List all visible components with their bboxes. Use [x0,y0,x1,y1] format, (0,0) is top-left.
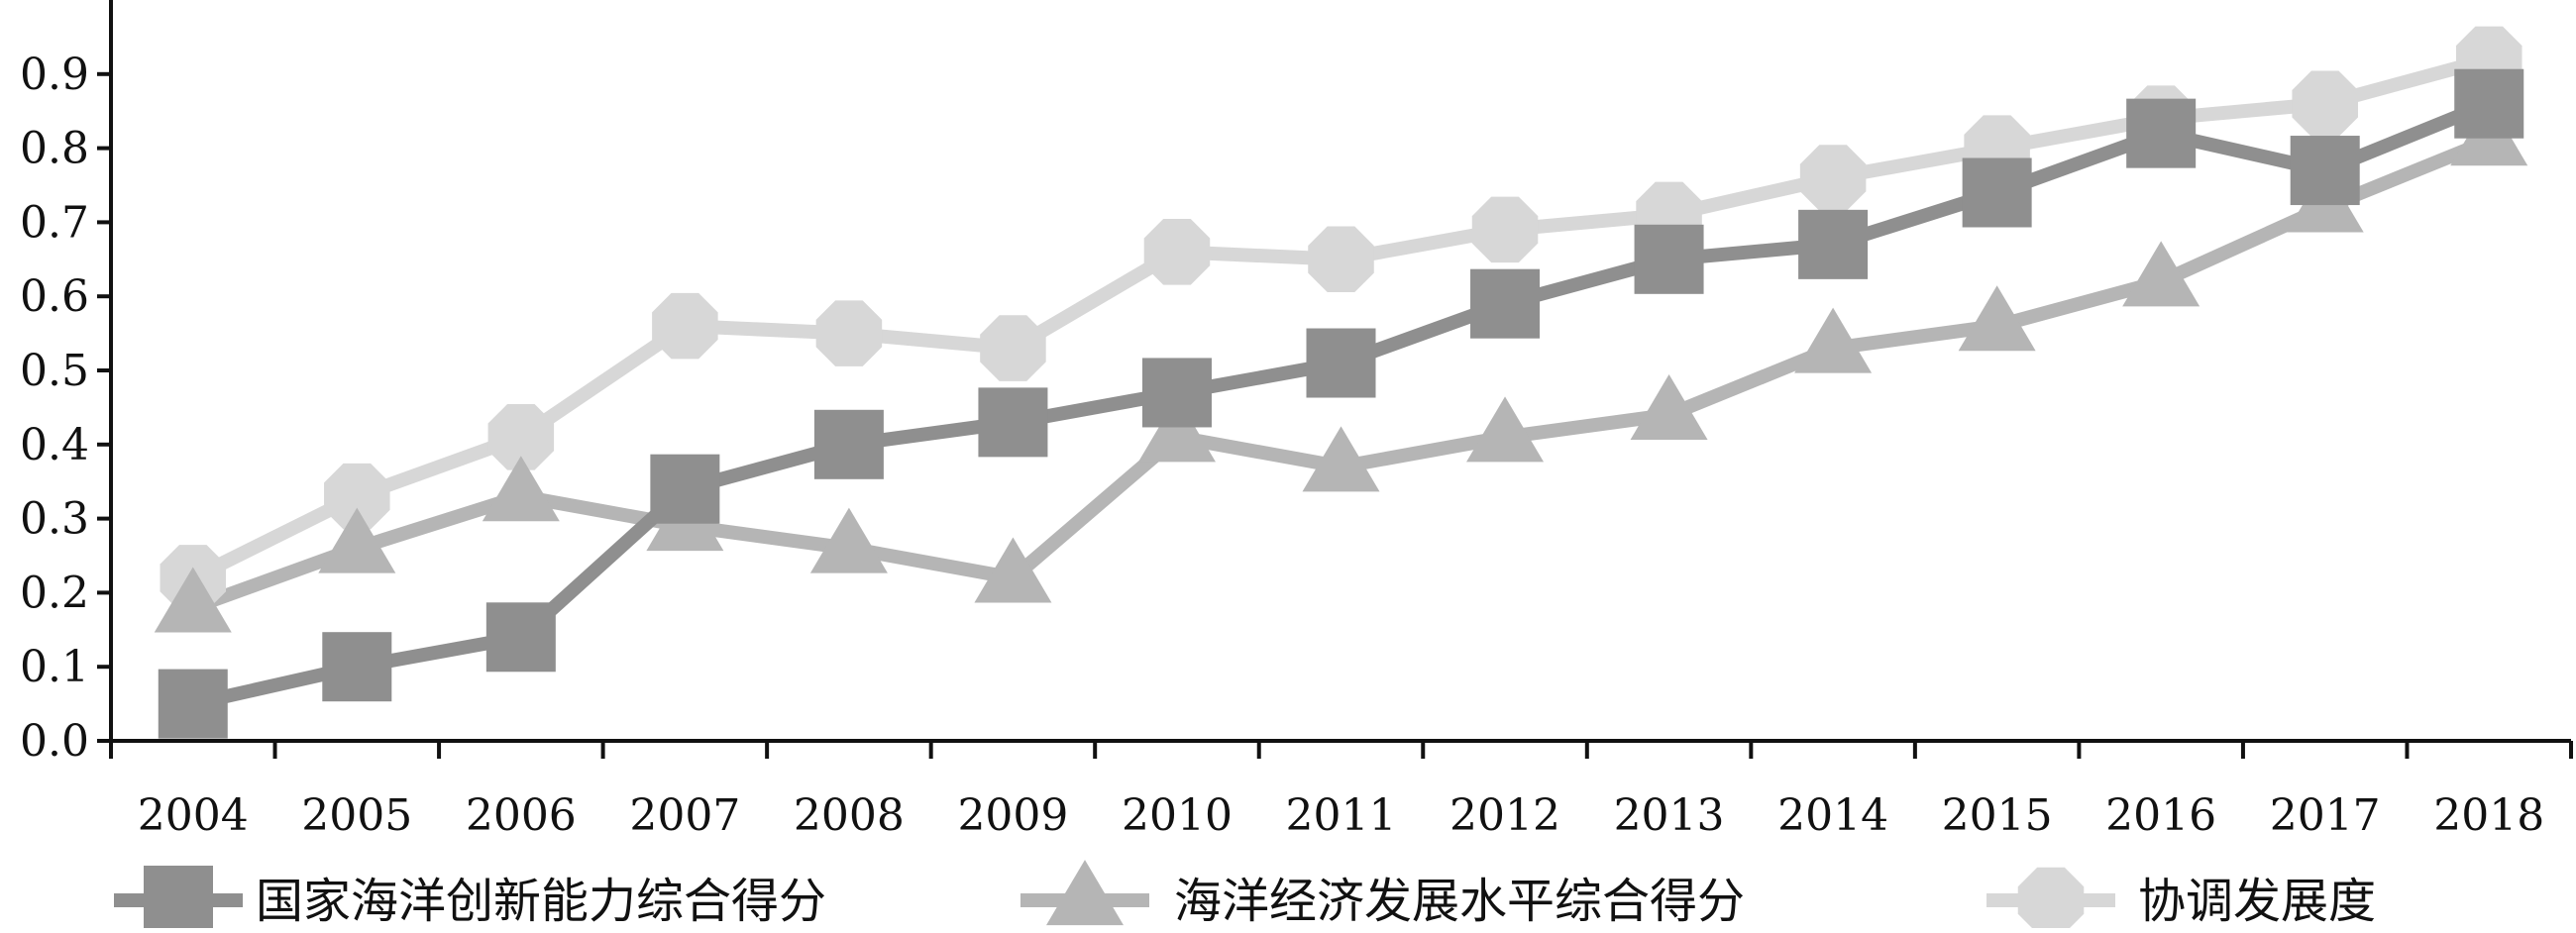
data-point-triangle [809,507,888,573]
data-point-square [978,387,1048,458]
data-point-triangle [1137,396,1216,463]
legend-marker-square [144,866,213,933]
legend-item: 国家海洋创新能力综合得分 [114,866,826,933]
x-tick-label: 2016 [2105,790,2216,841]
legend-marker-circle [2017,867,2085,933]
x-tick-label: 2010 [1122,790,1233,841]
x-tick-label: 2008 [794,790,905,841]
data-point-circle [2292,70,2358,137]
legend-label: 海洋经济发展水平综合得分 [1174,874,1745,928]
data-point-triangle [974,537,1052,603]
legend: 国家海洋创新能力综合得分 海洋经济发展水平综合得分 协调发展度 [114,860,2376,933]
x-tick-label: 2017 [2270,790,2381,841]
data-point-triangle [1958,285,2036,352]
data-point-square [485,602,556,673]
data-point-circle [1471,196,1539,263]
data-point-square [2454,68,2524,139]
legend-item: 协调发展度 [1986,867,2376,933]
data-point-triangle [1302,426,1380,492]
data-point-triangle [318,507,396,573]
y-tick-label: 0.7 [20,197,89,248]
x-tick-label: 2009 [957,790,1068,841]
y-tick-label: 0.1 [20,642,89,692]
data-point-circle [487,404,555,470]
data-point-triangle [482,456,560,522]
legend-marker-triangle [1046,860,1124,926]
data-point-triangle [1466,396,1545,463]
data-point-square [1141,358,1212,428]
axes: 0.0 0.1 0.2 0.3 0.4 0.5 0.6 0.7 0.8 0.9 2004 2005 20… [20,0,2573,841]
data-point-square [1470,268,1541,339]
data-point-square [813,409,884,479]
data-point-square [1634,224,1704,294]
x-tick-label: 2006 [466,790,577,841]
legend-label: 协调发展度 [2138,874,2376,928]
data-point-triangle [1794,307,1873,373]
data-point-square [2290,136,2360,206]
x-tick-label: 2005 [301,790,412,841]
legend-item: 海洋经济发展水平综合得分 [1020,860,1745,929]
x-tick-label: 2004 [138,790,249,841]
data-point-square [1306,328,1376,398]
y-tick-label: 0.9 [20,50,89,100]
data-point-triangle [154,567,232,633]
y-tick-label: 0.5 [20,346,89,396]
data-point-circle [1308,226,1374,293]
data-point-circle [652,292,718,360]
data-point-square [2126,98,2197,168]
data-point-circle [324,463,390,530]
y-tick-label: 0.2 [20,568,89,618]
data-point-circle [815,300,883,366]
data-point-circle [1143,219,1211,285]
y-tick-label: 0.4 [20,420,89,470]
x-tick-label: 2013 [1614,790,1725,841]
data-point-square [650,454,720,524]
data-point-circle [980,315,1046,381]
data-point-square [1962,157,2032,228]
x-tick-label: 2015 [1942,790,2053,841]
data-point-square [158,669,228,739]
data-point-circle [1799,145,1867,211]
x-tick-label: 2018 [2433,790,2544,841]
y-tick-label: 0.6 [20,271,89,322]
data-point-triangle [2122,241,2200,307]
x-tick-label: 2011 [1286,790,1397,841]
data-point-triangle [1630,373,1708,440]
y-tick-label: 0.3 [20,494,89,545]
x-tick-label: 2012 [1449,790,1560,841]
y-tick-label: 0.8 [20,124,89,174]
legend-label: 国家海洋创新能力综合得分 [256,874,826,928]
x-tick-label: 2014 [1777,790,1888,841]
y-tick-label: 0.0 [20,716,89,767]
data-point-square [322,632,392,702]
series-layer [154,26,2528,739]
data-point-square [1798,209,1869,279]
x-tick-label: 2007 [629,790,740,841]
